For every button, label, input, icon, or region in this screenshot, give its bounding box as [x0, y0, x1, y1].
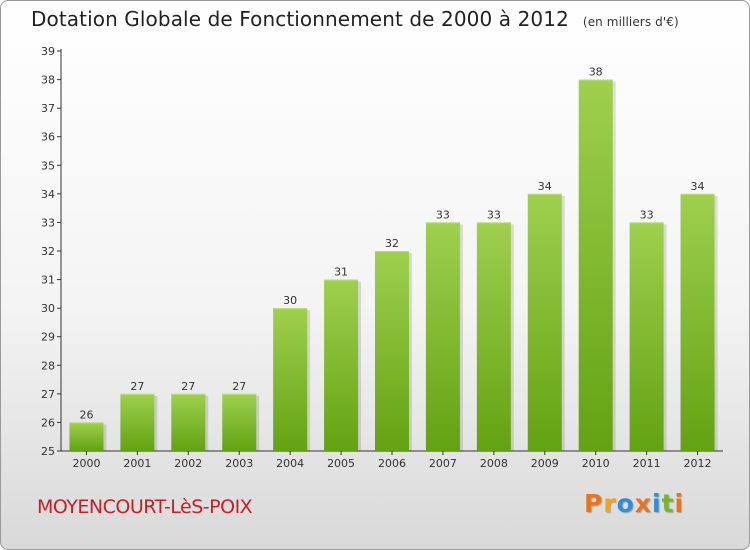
y-tick-label: 29: [41, 331, 55, 344]
x-tick-label-2012: 2012: [684, 457, 712, 470]
y-tick-label: 31: [41, 274, 55, 287]
value-label-2011: 33: [640, 208, 654, 221]
labels-group: 26 2000 27 2001 27 2002 27 2003 30 2004 31 2005 32 20…: [72, 66, 711, 470]
x-tick-label-2003: 2003: [225, 457, 253, 470]
bar-2002: [171, 393, 206, 451]
y-tick-label: 39: [41, 45, 55, 58]
chart-title: Dotation Globale de Fonctionnement de 20…: [31, 7, 679, 31]
x-tick-label-2006: 2006: [378, 457, 406, 470]
x-tick-label-2000: 2000: [72, 457, 100, 470]
proxiti-logo: Proxiti: [584, 489, 684, 518]
y-tick-label: 34: [41, 188, 55, 201]
x-tick-label-2009: 2009: [531, 457, 559, 470]
y-tick-label: 32: [41, 245, 55, 258]
axes: 25 26 27 28 29 30 31 32 33 34 35 36 37 38 39: [41, 45, 723, 458]
bar-2004: [273, 308, 308, 451]
logo-letter: P: [584, 489, 604, 518]
logo-letter: o: [616, 489, 635, 518]
logo-letter: r: [603, 489, 617, 518]
bar-2010: [578, 79, 613, 452]
logo-letter: x: [634, 489, 652, 518]
bar-2009: [527, 193, 562, 451]
y-tick-label: 25: [41, 445, 55, 458]
x-tick-label-2004: 2004: [276, 457, 304, 470]
value-label-2003: 27: [232, 380, 246, 393]
bar-2012: [680, 193, 715, 451]
bar-2005: [324, 279, 359, 451]
x-tick-label-2002: 2002: [174, 457, 202, 470]
y-tick-label: 30: [41, 302, 55, 315]
x-tick-label-2007: 2007: [429, 457, 457, 470]
commune-name: MOYENCOURT-LèS-POIX: [37, 496, 253, 518]
value-label-2004: 30: [283, 294, 297, 307]
y-tick-label: 35: [41, 159, 55, 172]
logo-letter: i: [674, 489, 685, 518]
value-label-2009: 34: [538, 180, 552, 193]
x-tick-label-2008: 2008: [480, 457, 508, 470]
x-tick-label-2011: 2011: [633, 457, 661, 470]
value-label-2002: 27: [181, 380, 195, 393]
bar-2006: [375, 251, 409, 451]
bar-2003: [222, 393, 257, 451]
value-label-2005: 31: [334, 266, 348, 279]
value-label-2001: 27: [130, 380, 144, 393]
bar-2008: [476, 222, 511, 451]
bar-2011: [629, 222, 664, 451]
value-label-2010: 38: [589, 66, 603, 79]
y-tick-label: 36: [41, 131, 55, 144]
bar-2007: [425, 222, 460, 451]
x-tick-label-2005: 2005: [327, 457, 355, 470]
value-label-2007: 33: [436, 208, 450, 221]
x-tick-label-2010: 2010: [582, 457, 610, 470]
chart-title-text: Dotation Globale de Fonctionnement de 20…: [31, 7, 569, 31]
value-label-2012: 34: [691, 180, 705, 193]
value-label-2008: 33: [487, 208, 501, 221]
y-tick-label: 26: [41, 416, 55, 429]
y-tick-label: 38: [41, 74, 55, 87]
x-tick-label-2001: 2001: [123, 457, 151, 470]
value-label-2006: 32: [385, 237, 399, 250]
bar-2001: [120, 393, 155, 451]
y-tick-label: 37: [41, 102, 55, 115]
chart-subtitle: (en milliers d'€): [582, 15, 679, 29]
value-label-2000: 26: [79, 408, 93, 421]
logo-letter: t: [661, 489, 675, 518]
y-tick-label: 28: [41, 359, 55, 372]
y-tick-label: 33: [41, 216, 55, 229]
bars-group: [69, 79, 718, 452]
bar-2000: [69, 422, 104, 451]
y-tick-label: 27: [41, 388, 55, 401]
logo-letter: i: [652, 489, 662, 518]
